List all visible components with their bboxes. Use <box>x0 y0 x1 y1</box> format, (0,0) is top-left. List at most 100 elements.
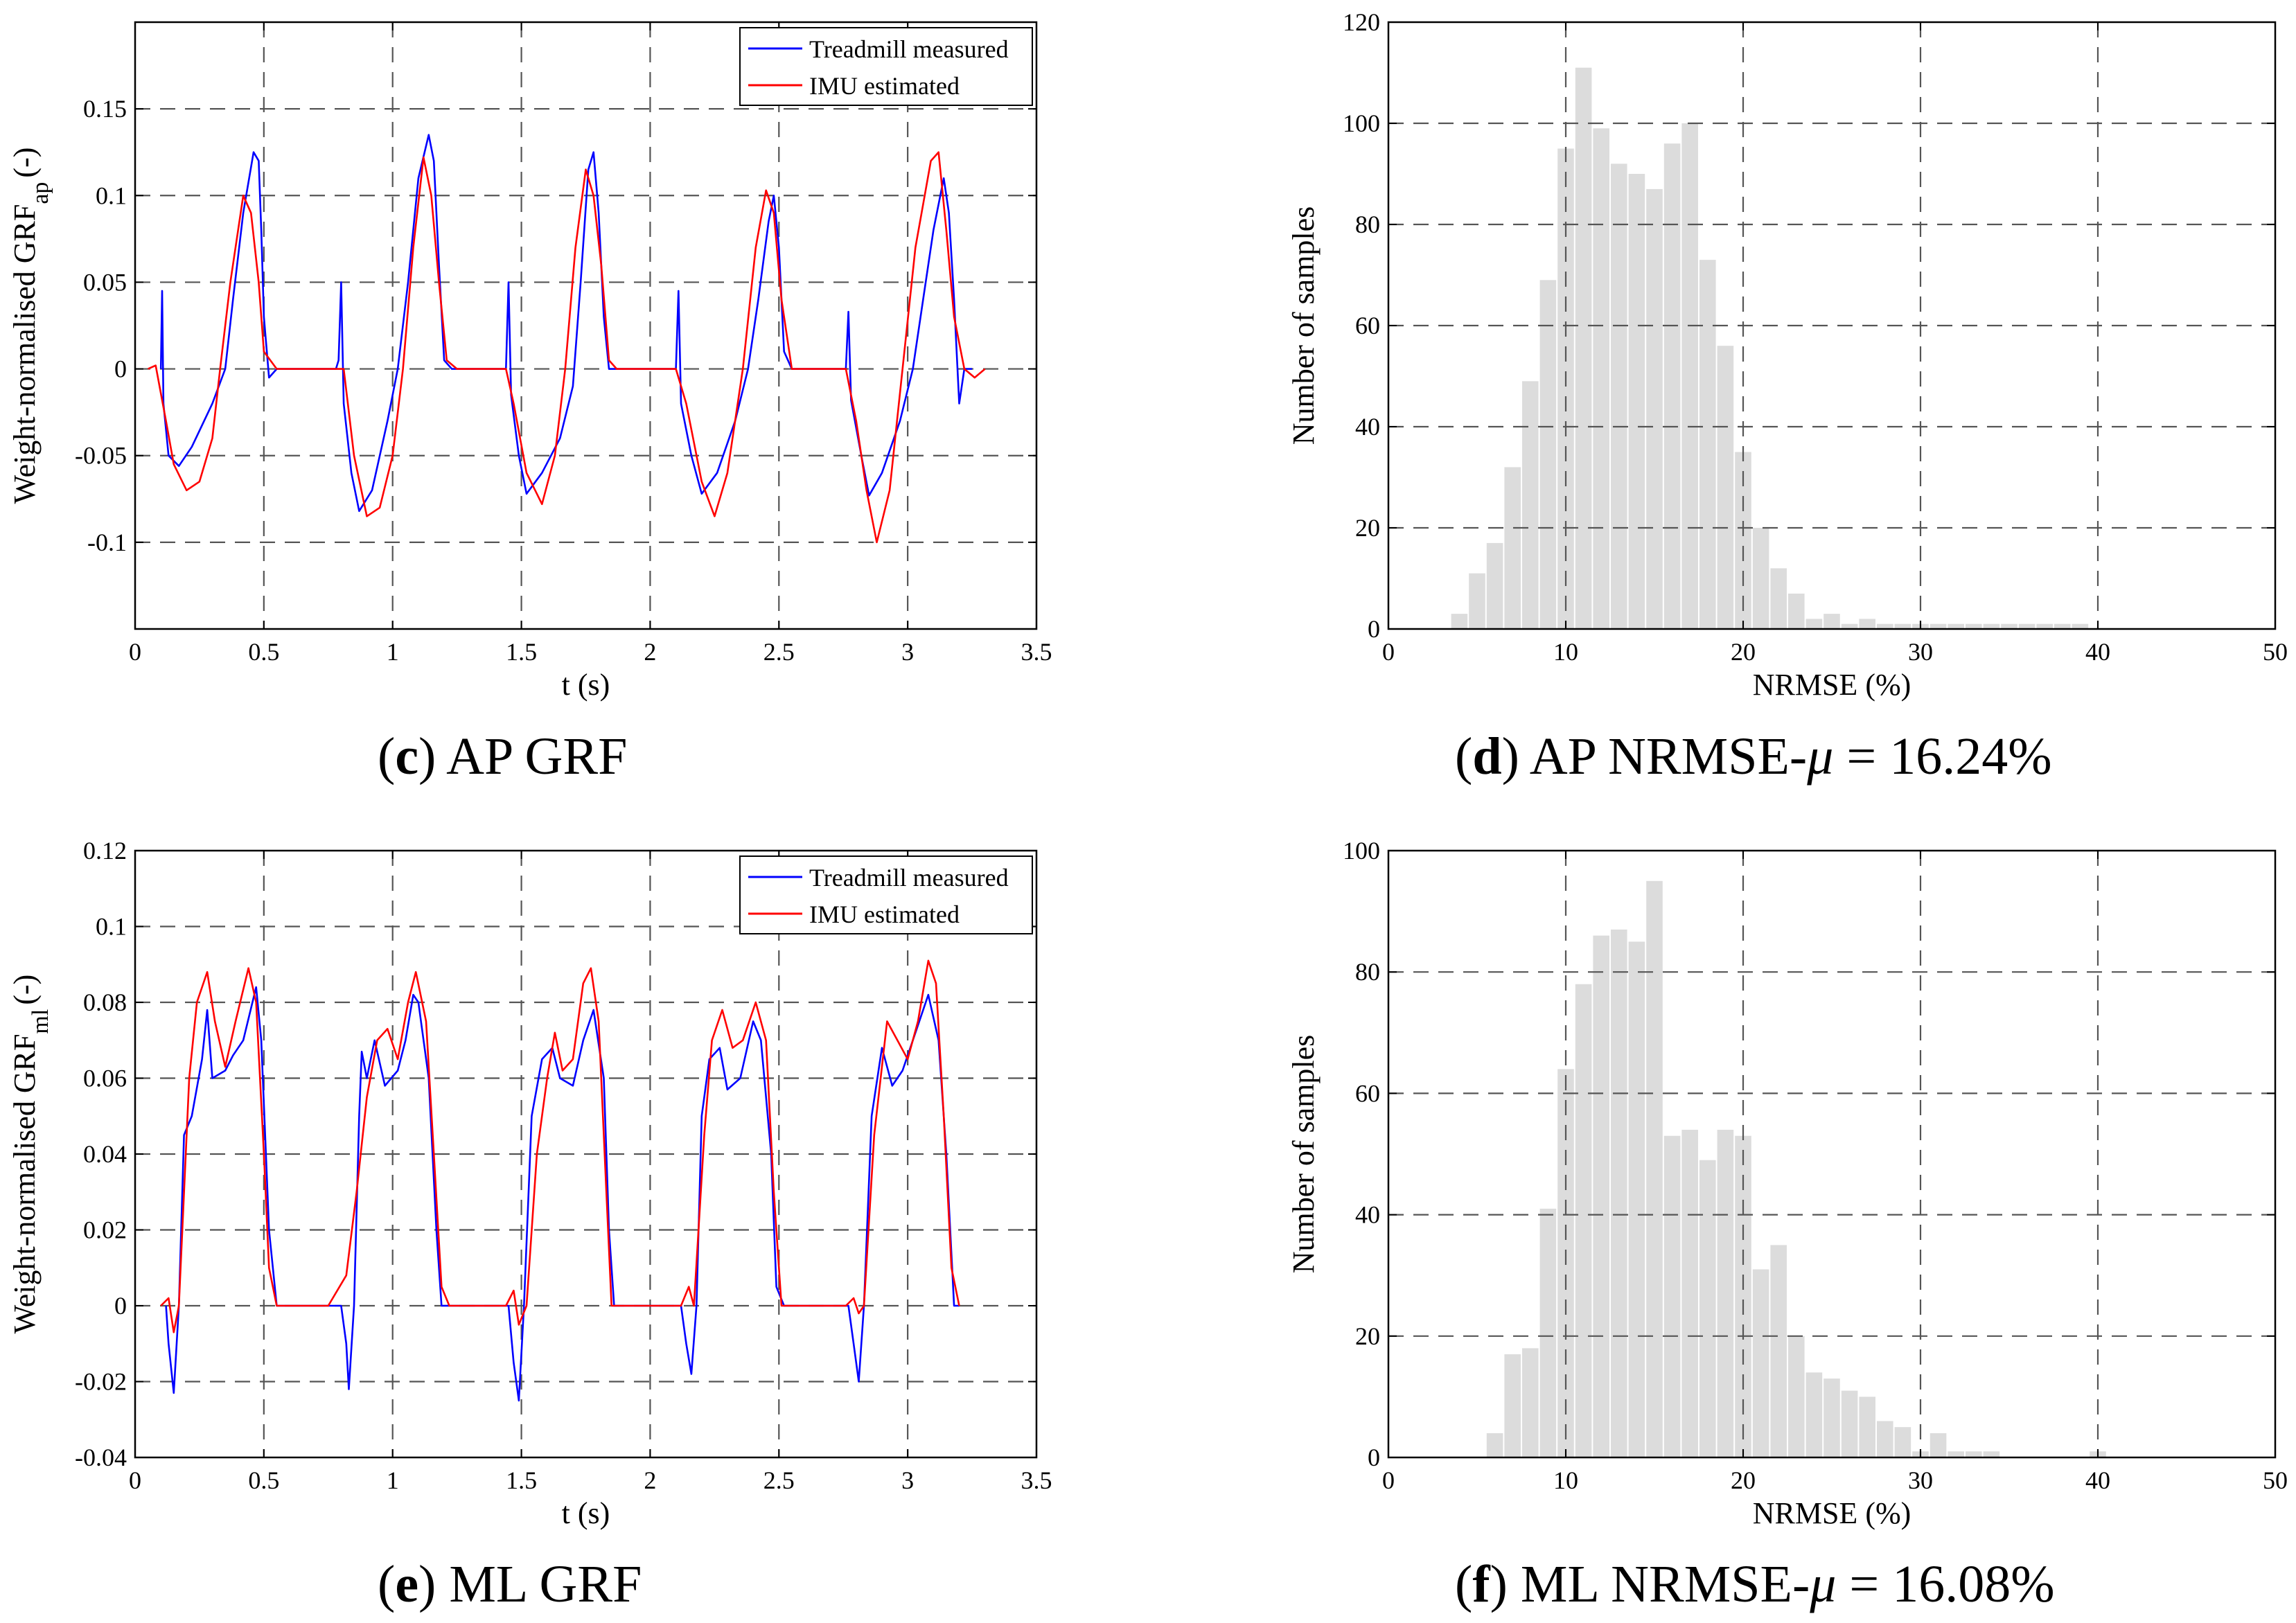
histogram-bar <box>1539 1208 1557 1457</box>
x-tick-label: 2.5 <box>763 638 795 666</box>
panel-caption: (e) ML GRF <box>378 1555 642 1613</box>
y-tick-label: 0.06 <box>83 1065 127 1092</box>
histogram-bar <box>1628 174 1645 629</box>
y-tick-label: 0.08 <box>83 988 127 1016</box>
ticks: 0 0.5 1 1.5 2 2.5 3 3.5 -0.1 -0.05 0 0.05 0.1 0.15 <box>75 22 1052 666</box>
x-tick-label: 3.5 <box>1021 1466 1052 1494</box>
histogram-bar <box>1717 346 1734 629</box>
legend: Treadmill measured IMU estimated <box>739 855 1033 934</box>
histogram-bar <box>1788 1336 1805 1457</box>
ticks: 0 0.5 1 1.5 2 2.5 3 3.5 -0.04 -0.02 0 0.02 0.04 0.06 0… <box>75 837 1052 1494</box>
legend-label: IMU estimated <box>809 901 960 928</box>
y-tick-label: -0.02 <box>75 1368 127 1396</box>
y-axis-label-main: Weight-normalised GRF <box>8 204 42 504</box>
panel-caption: (f) ML NRMSE-μ = 16.08% <box>1455 1555 2055 1613</box>
x-tick-label: 1 <box>387 1466 399 1494</box>
caption-text: ) AP GRF <box>418 727 627 786</box>
histogram-bar <box>1611 929 1627 1457</box>
histogram-bar <box>1894 1427 1911 1457</box>
y-axis-label: Number of samples <box>1287 1035 1321 1274</box>
y-tick-label: 0.12 <box>83 837 127 864</box>
y-axis-label: Number of samples <box>1287 206 1321 445</box>
x-tick-label: 40 <box>2085 1466 2110 1494</box>
histogram-bar <box>1823 614 1840 629</box>
y-axis-label-unit: (-) <box>8 148 42 178</box>
histogram-bar <box>1486 542 1503 629</box>
histogram-bar <box>1948 1451 1964 1457</box>
grid <box>135 22 1036 629</box>
histogram-bar <box>1451 614 1468 629</box>
legend-label: Treadmill measured <box>809 864 1009 892</box>
histogram-bar <box>1966 623 1982 629</box>
series-line-imu-estimated <box>148 151 986 544</box>
histogram-bar <box>1663 1135 1681 1457</box>
y-tick-label: -0.05 <box>75 442 127 470</box>
x-tick-label: 0 <box>129 638 141 666</box>
caption-letter: e <box>395 1555 418 1613</box>
y-tick-label: 0.1 <box>96 181 127 209</box>
x-axis-label: NRMSE (%) <box>1753 668 1911 702</box>
histogram-bar <box>1983 623 2000 629</box>
histogram-bar <box>1663 143 1681 629</box>
x-tick-label: 2.5 <box>763 1466 795 1494</box>
y-axis-label-main: Number of samples <box>1287 1035 1321 1274</box>
ticks: 0 10 20 30 40 50 0 20 40 60 80 100 120 <box>1343 8 2288 666</box>
x-tick-label: 0.5 <box>248 638 279 666</box>
histogram-bar <box>1752 528 1769 629</box>
histogram-bar <box>1929 1433 1947 1457</box>
caption-text: ) AP NRMSE- <box>1502 727 1808 786</box>
caption-text: ) ML NRMSE- <box>1490 1555 1810 1613</box>
series-line-treadmill-measured <box>159 134 973 513</box>
histogram-bar <box>1841 623 1858 629</box>
histogram-bar <box>1575 984 1592 1457</box>
histogram-bar <box>2072 623 2089 629</box>
histogram-bar <box>1611 163 1627 629</box>
histogram-bar <box>2054 623 2071 629</box>
x-tick-label: 1.5 <box>506 1466 537 1494</box>
x-tick-label: 0 <box>1382 1466 1395 1494</box>
histogram-bar <box>1805 619 1823 629</box>
histogram-bar <box>1539 280 1557 629</box>
panel-d: 0 10 20 30 40 50 0 20 40 60 80 100 120 NRMSE (%) Numbe… <box>1287 8 2288 786</box>
histogram-bar <box>1469 573 1485 629</box>
histogram-bar <box>1823 1378 1840 1457</box>
histogram-bar <box>1646 880 1663 1457</box>
histogram-bar <box>1628 941 1645 1457</box>
histogram-bar <box>1770 1245 1787 1457</box>
x-tick-label: 0 <box>1382 638 1395 666</box>
caption-text: ) ML GRF <box>418 1555 642 1613</box>
histogram-bar <box>1504 467 1521 629</box>
y-tick-label: 20 <box>1355 1322 1380 1350</box>
caption-paren: ( <box>378 1555 395 1613</box>
y-tick-label: 0 <box>114 355 127 383</box>
axes-frame <box>134 21 1038 630</box>
histogram-bar <box>1983 1451 2000 1457</box>
histogram-bar <box>1557 148 1574 629</box>
y-tick-label: -0.04 <box>75 1444 127 1471</box>
x-tick-label: 10 <box>1553 638 1578 666</box>
histogram-bar <box>1646 188 1663 629</box>
histogram-bar <box>1593 935 1609 1457</box>
x-tick-label: 0.5 <box>248 1466 279 1494</box>
grid <box>1388 851 2275 1457</box>
histogram-bar <box>1788 593 1805 629</box>
y-axis-label: Weight-normalised GRFml (-) <box>8 975 53 1334</box>
histogram-bar <box>1522 381 1539 629</box>
y-axis-label-main: Number of samples <box>1287 206 1321 445</box>
histogram-bar <box>1593 128 1609 630</box>
x-tick-label: 3 <box>901 1466 914 1494</box>
legend-box <box>739 855 1033 934</box>
x-tick-label: 0 <box>129 1466 141 1494</box>
histogram-bar <box>1859 619 1875 629</box>
y-tick-label: 60 <box>1355 312 1380 339</box>
histogram-bar <box>1966 1451 1982 1457</box>
y-tick-label: 40 <box>1355 413 1380 441</box>
panel-caption: (d) AP NRMSE-μ = 16.24% <box>1455 727 2052 786</box>
histogram-bar <box>2018 623 2036 629</box>
x-tick-label: 40 <box>2085 638 2110 666</box>
histogram-bars <box>1451 67 2089 630</box>
histogram-bar <box>1894 623 1911 629</box>
series-line-imu-estimated <box>160 959 960 1333</box>
y-axis-label: Weight-normalised GRFap (-) <box>8 148 53 504</box>
